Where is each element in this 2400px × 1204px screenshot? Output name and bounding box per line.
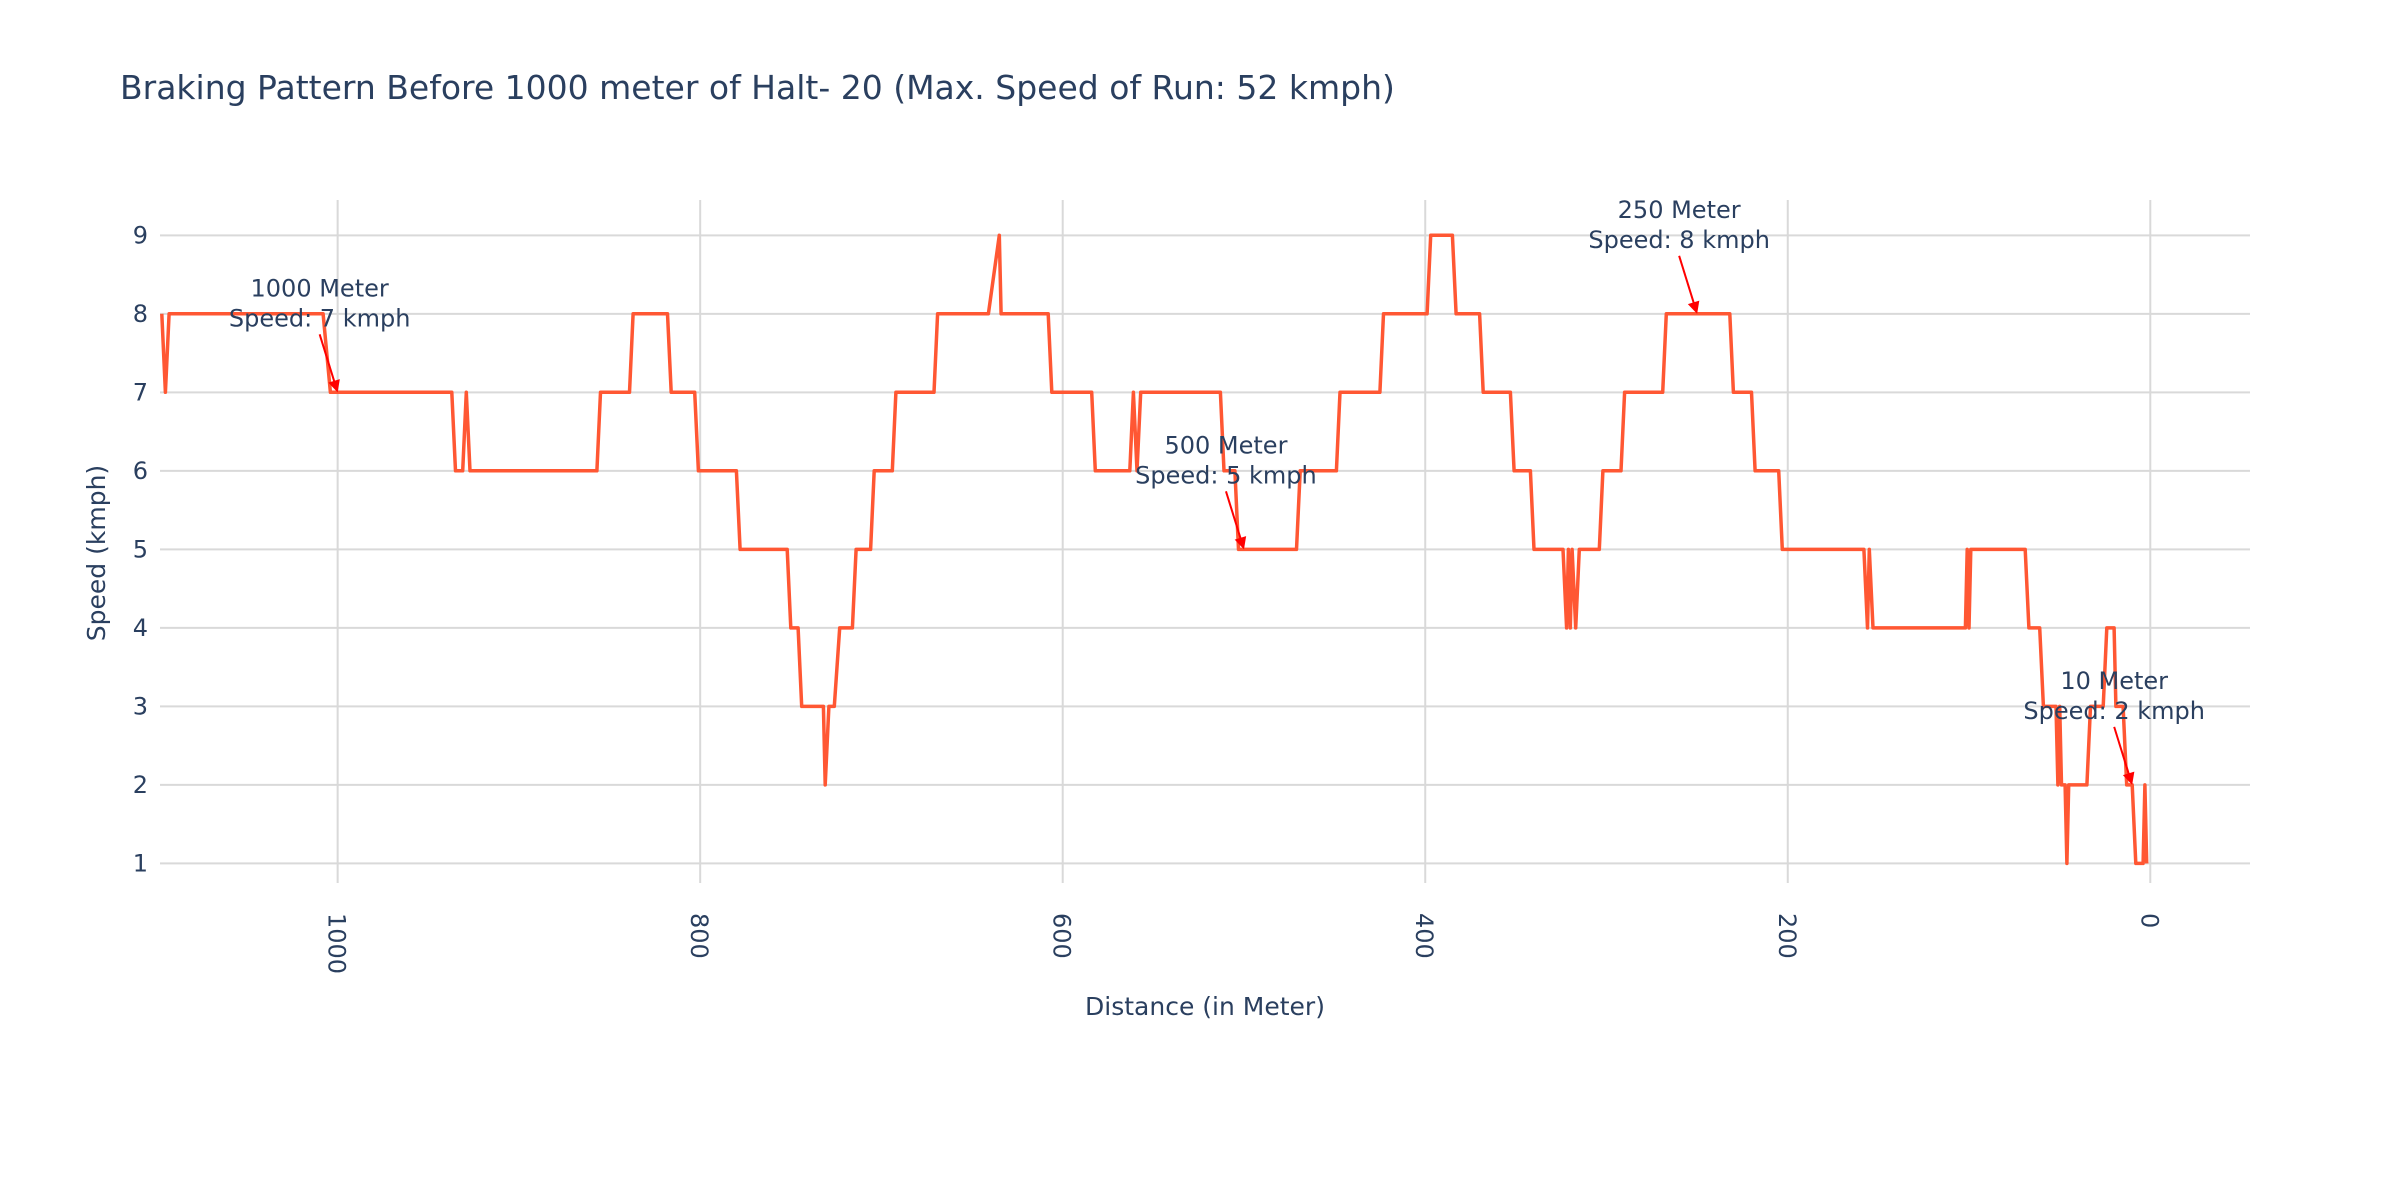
y-tick-label: 5 (133, 535, 148, 563)
y-tick-label: 2 (133, 771, 148, 799)
annotation-label-line2: Speed: 2 kmph (2023, 697, 2205, 725)
x-axis-title: Distance (in Meter) (1085, 992, 1325, 1021)
annotation-label-line1: 250 Meter (1618, 196, 1741, 224)
y-tick-label: 8 (133, 300, 148, 328)
annotation-arrowhead (328, 379, 340, 393)
annotation-label-line1: 10 Meter (2060, 667, 2168, 695)
tick-layer: 1 2 3 4 5 6 7 8 9 1000 800 600 400 200 0 (133, 221, 2164, 974)
annotation-label-line2: Speed: 5 kmph (1135, 461, 1317, 489)
annotation-label-line2: Speed: 8 kmph (1588, 226, 1770, 254)
x-tick-label: 1000 (323, 913, 351, 974)
annotation-label-line1: 500 Meter (1164, 431, 1287, 459)
annotation-arrowhead (1234, 536, 1247, 550)
y-tick-label: 1 (133, 849, 148, 877)
y-tick-label: 9 (133, 221, 148, 249)
annotation-label-line2: Speed: 7 kmph (229, 304, 411, 332)
x-tick-label: 400 (1410, 913, 1438, 959)
annotation-label-line1: 1000 Meter (251, 274, 389, 302)
x-tick-label: 0 (2135, 913, 2163, 928)
y-tick-label: 4 (133, 614, 148, 642)
y-tick-label: 6 (133, 457, 148, 485)
y-axis-title: Speed (kmph) (82, 465, 111, 641)
y-tick-label: 7 (133, 378, 148, 406)
grid-layer (160, 200, 2250, 883)
x-tick-label: 800 (685, 913, 713, 959)
x-tick-label: 200 (1773, 913, 1801, 959)
speed-series-line (160, 233, 2149, 866)
annotation-arrowhead (2122, 771, 2135, 785)
chart-title: Braking Pattern Before 1000 meter of Hal… (120, 68, 1395, 107)
y-tick-label: 3 (133, 692, 148, 720)
x-tick-label: 600 (1048, 913, 1076, 959)
line-layer (160, 233, 2149, 866)
annotation-arrowhead (1687, 300, 1700, 314)
